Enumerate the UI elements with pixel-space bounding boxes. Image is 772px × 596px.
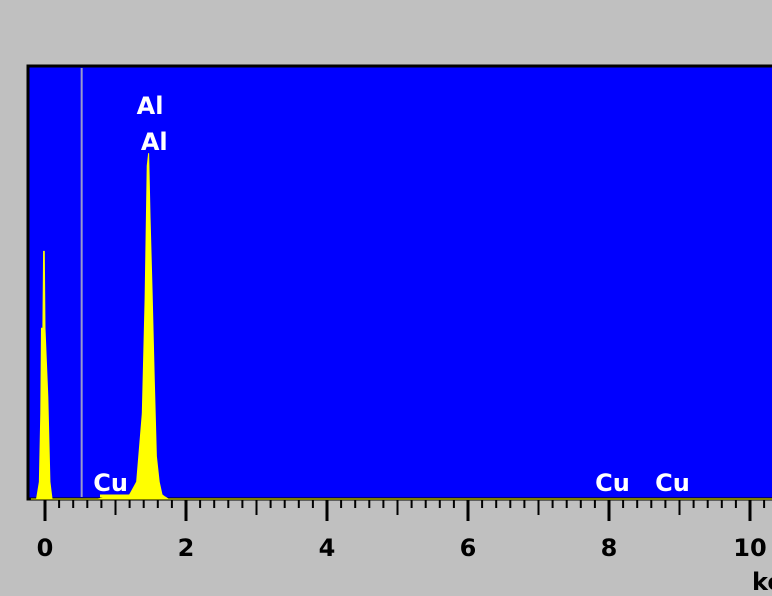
spectrum-series bbox=[30, 153, 772, 500]
x-axis-label: ke bbox=[752, 568, 772, 596]
x-tick-label: 0 bbox=[37, 534, 54, 562]
plot-area bbox=[26, 64, 772, 501]
peak-labels: Al Al Cu Cu Cu bbox=[93, 92, 690, 498]
x-tick-label: 8 bbox=[601, 534, 618, 562]
x-tick-label: 2 bbox=[178, 534, 195, 562]
peak-label-cu: Cu bbox=[93, 469, 128, 497]
peak-label-cu: Cu bbox=[595, 469, 630, 497]
x-tick-label: 10 bbox=[733, 534, 766, 562]
peak-label-al: Al bbox=[141, 128, 168, 156]
peak-label-al: Al bbox=[137, 92, 164, 120]
peak-label-cu: Cu bbox=[655, 469, 690, 497]
x-tick-label: 4 bbox=[319, 534, 336, 562]
x-axis: 0 2 4 6 8 10 bbox=[28, 497, 772, 562]
x-tick-label: 6 bbox=[460, 534, 477, 562]
